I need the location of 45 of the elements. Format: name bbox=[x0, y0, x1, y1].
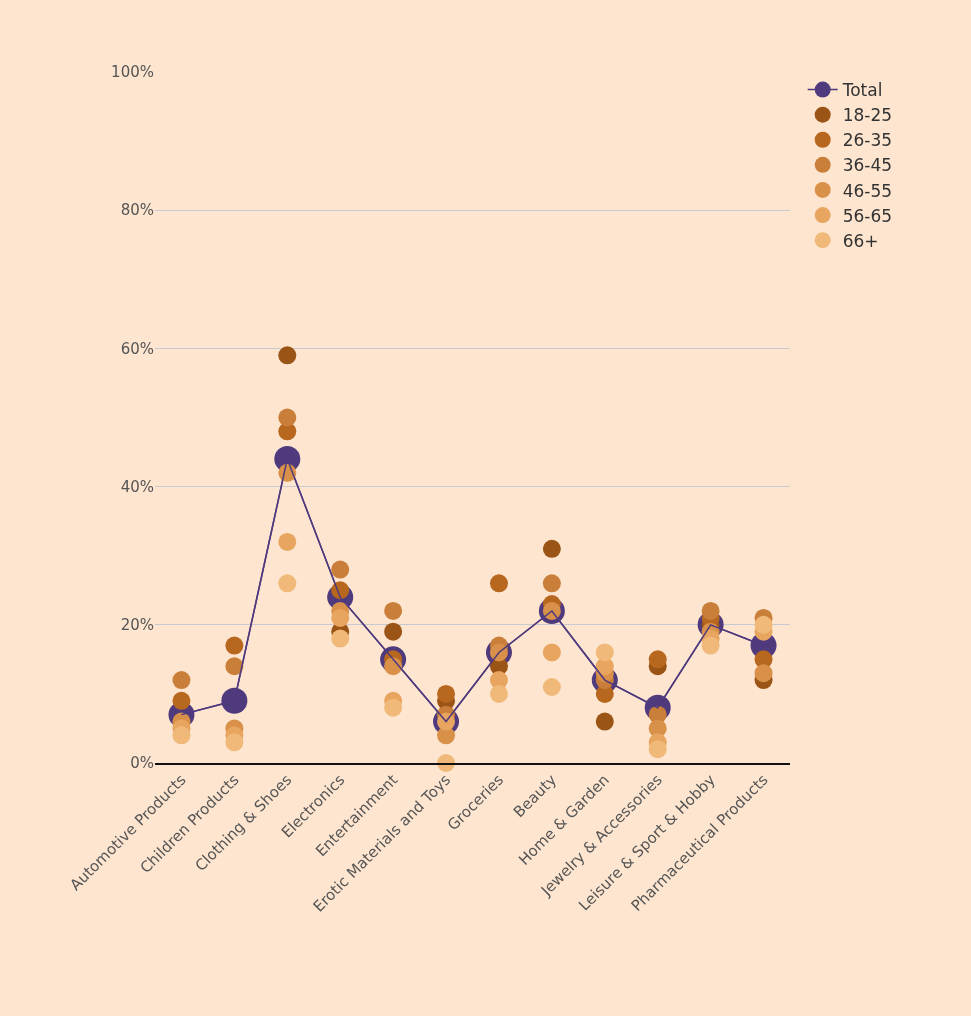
point bbox=[225, 657, 244, 676]
point bbox=[384, 698, 403, 717]
point bbox=[542, 574, 561, 593]
legend-label: Total bbox=[841, 80, 883, 101]
point bbox=[221, 687, 248, 714]
point bbox=[331, 608, 350, 627]
y-tick-label: 100% bbox=[111, 63, 154, 82]
y-tick-label: 80% bbox=[120, 201, 154, 220]
point bbox=[225, 636, 244, 655]
legend-label: 56-65 bbox=[842, 205, 893, 226]
legend-label: 66+ bbox=[842, 230, 879, 251]
point bbox=[172, 726, 191, 745]
point bbox=[384, 601, 403, 620]
point bbox=[542, 677, 561, 696]
legend-label: 18-25 bbox=[842, 105, 893, 126]
point bbox=[489, 684, 508, 703]
legend-label: 26-35 bbox=[842, 130, 893, 151]
point bbox=[331, 629, 350, 648]
point bbox=[384, 622, 403, 641]
legend-label: 46-55 bbox=[842, 180, 893, 201]
point bbox=[701, 636, 720, 655]
y-tick-label: 60% bbox=[120, 339, 154, 358]
y-tick-label: 20% bbox=[120, 616, 154, 635]
point bbox=[278, 574, 297, 593]
point bbox=[278, 408, 297, 427]
point bbox=[225, 733, 244, 752]
legend-label: 36-45 bbox=[842, 155, 893, 176]
point bbox=[701, 601, 720, 620]
point bbox=[278, 532, 297, 551]
y-tick-label: 40% bbox=[120, 477, 154, 496]
point bbox=[542, 643, 561, 662]
point bbox=[278, 346, 297, 365]
point bbox=[437, 684, 456, 703]
point bbox=[331, 560, 350, 579]
point bbox=[648, 740, 667, 759]
y-tick-label: 0% bbox=[130, 754, 154, 773]
point bbox=[595, 643, 614, 662]
point bbox=[595, 712, 614, 731]
point bbox=[648, 650, 667, 669]
point bbox=[542, 539, 561, 558]
point bbox=[489, 574, 508, 593]
point bbox=[754, 664, 773, 683]
point bbox=[172, 691, 191, 710]
point bbox=[172, 671, 191, 690]
point bbox=[754, 615, 773, 634]
